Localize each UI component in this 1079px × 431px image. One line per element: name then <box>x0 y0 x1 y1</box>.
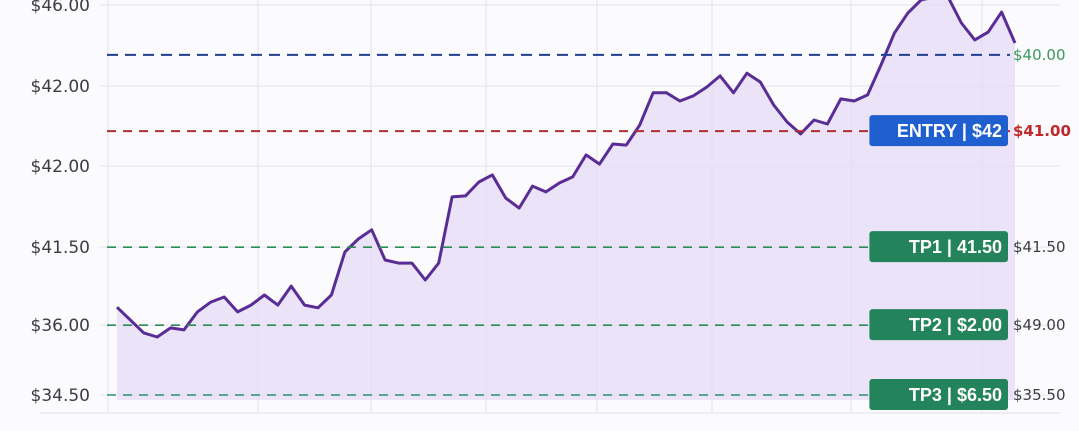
reference-price-label: $41.50 <box>1013 238 1066 256</box>
reference-price-label: $35.50 <box>1013 386 1066 404</box>
reference-price-label: $49.00 <box>1013 316 1066 334</box>
y-tick-label: $41.50 <box>31 238 90 258</box>
reference-price-label: $41.00 <box>1013 122 1071 140</box>
badge-background <box>869 309 1008 341</box>
series-area-fill <box>117 0 1015 400</box>
reference-badge: TP1 | 41.50 <box>869 231 1008 263</box>
y-tick-label: $46.00 <box>31 0 90 16</box>
badge-label: TP1 | 41.50 <box>909 237 1002 257</box>
reference-price-label: $40.00 <box>1013 46 1066 64</box>
y-tick-label: $34.50 <box>31 386 90 406</box>
badge-label: TP3 | $6.50 <box>909 385 1002 405</box>
y-tick-label: $42.00 <box>31 157 90 177</box>
reference-badge: TP2 | $2.00 <box>869 309 1008 341</box>
y-axis: $46.00 $42.00 $42.00 $41.50 $36.00 $34.50 <box>31 0 90 406</box>
badge-background <box>869 231 1008 263</box>
series-line <box>115 0 1017 339</box>
y-tick-label: $36.00 <box>31 316 90 336</box>
reference-badge: ENTRY | $42 <box>869 115 1008 147</box>
reference-lines: $40.00 $41.00 ENTRY | $42 $41.50 TP1 | 41.50… <box>107 46 1071 410</box>
badge-background <box>869 379 1008 410</box>
reference-badge: TP3 | $6.50 <box>869 379 1008 410</box>
badge-background <box>869 115 1008 147</box>
badge-label: TP2 | $2.00 <box>909 315 1002 335</box>
y-tick-label: $42.00 <box>31 77 90 97</box>
series-layer <box>115 0 1017 400</box>
badge-label: ENTRY | $42 <box>897 121 1002 141</box>
